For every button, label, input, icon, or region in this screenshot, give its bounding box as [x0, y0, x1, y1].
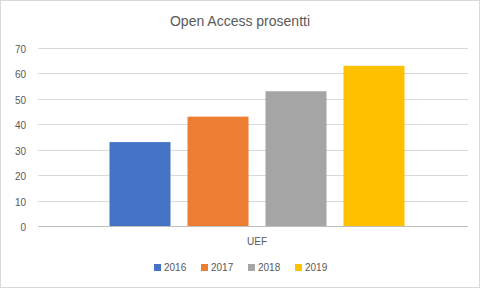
grid-line: [38, 226, 468, 227]
legend: 2016 2017 2018 2019: [154, 262, 328, 273]
chart-svg: Open Access prosentti 0 10 20 30 40 50 60 70 UEF 2…: [0, 0, 480, 288]
y-tick-label: 30: [15, 146, 27, 157]
legend-swatch: [154, 264, 161, 271]
chart-container: Open Access prosentti 0 10 20 30 40 50 60 70 UEF 2…: [0, 0, 480, 288]
y-tick-label: 0: [20, 222, 26, 233]
y-tick-label: 60: [15, 69, 27, 80]
legend-swatch: [248, 264, 255, 271]
x-tick-label: UEF: [247, 236, 267, 247]
bars: [110, 66, 405, 226]
bar: [266, 91, 327, 226]
y-tick-label: 10: [15, 197, 27, 208]
title: Open Access prosentti: [170, 13, 310, 29]
legend-swatch: [201, 264, 208, 271]
grid-line: [38, 48, 468, 49]
bar: [344, 66, 405, 226]
y-tick-label: 40: [15, 120, 27, 131]
legend-swatch: [295, 264, 302, 271]
y-tick-label: 50: [15, 95, 27, 106]
bar: [188, 117, 249, 226]
legend-label: 2019: [305, 262, 328, 273]
y-tick-label: 70: [15, 44, 27, 55]
legend-label: 2018: [258, 262, 281, 273]
legend-label: 2017: [211, 262, 234, 273]
y-tick-label: 20: [15, 171, 27, 182]
bar: [110, 142, 171, 226]
chart-border: [1, 1, 480, 288]
legend-label: 2016: [164, 262, 187, 273]
